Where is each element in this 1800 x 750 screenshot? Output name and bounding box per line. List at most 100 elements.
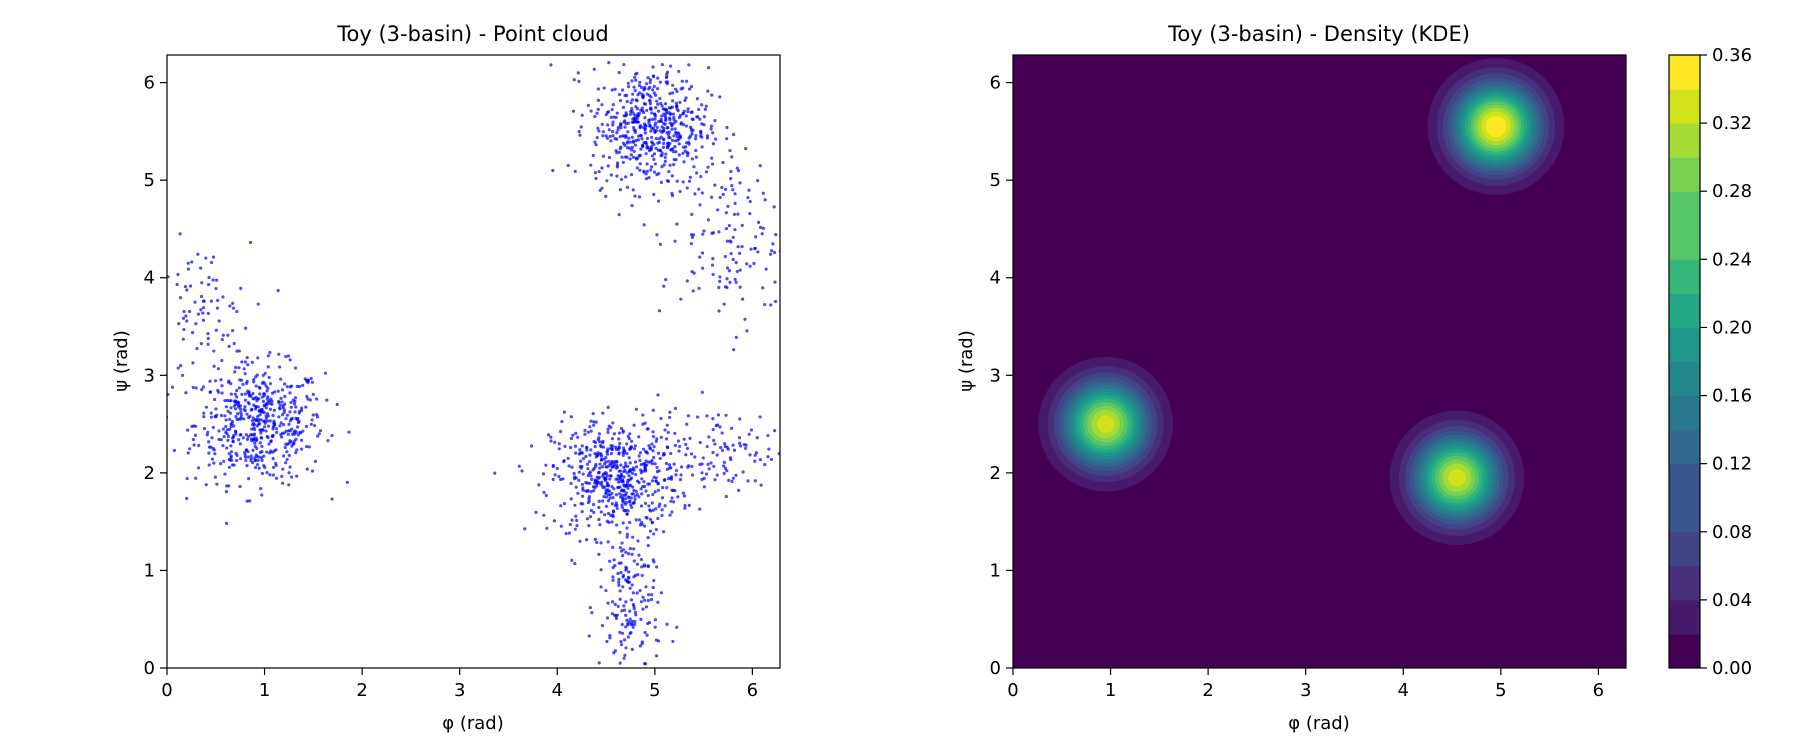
scatter-point <box>181 337 185 341</box>
scatter-point <box>325 398 329 402</box>
scatter-point <box>586 500 590 505</box>
scatter-point <box>623 468 627 473</box>
scatter-point <box>276 389 280 393</box>
scatter-point <box>651 585 655 590</box>
scatter-point <box>228 427 232 431</box>
scatter-point <box>686 107 690 111</box>
scatter-point <box>662 284 666 288</box>
scatter-point <box>605 136 610 140</box>
scatter-point <box>242 367 246 371</box>
scatter-point <box>278 365 282 369</box>
scatter-point <box>585 462 590 466</box>
scatter-point <box>603 485 607 489</box>
colorbar-band <box>1669 225 1700 260</box>
scatter-point <box>609 451 614 456</box>
scatter-point <box>663 155 667 160</box>
scatter-point <box>718 275 722 279</box>
scatter-point <box>579 459 583 463</box>
scatter-point <box>665 179 669 183</box>
scatter-point <box>610 129 615 134</box>
density-contour <box>1448 468 1466 487</box>
scatter-point <box>681 151 685 156</box>
scatter-point <box>183 284 187 289</box>
scatter-point <box>204 405 209 409</box>
scatter-point <box>631 485 635 489</box>
scatter-point <box>620 609 624 613</box>
scatter-point <box>306 381 310 385</box>
colorbar-band <box>1669 259 1700 294</box>
scatter-point <box>608 496 612 500</box>
scatter-point <box>590 477 594 481</box>
scatter-point <box>572 477 577 481</box>
scatter-point <box>184 314 188 318</box>
scatter-point <box>643 124 648 128</box>
scatter-point <box>684 442 688 447</box>
scatter-point <box>224 418 228 422</box>
scatter-point <box>614 466 618 470</box>
scatter-point <box>611 421 615 425</box>
scatter-point <box>764 267 768 271</box>
scatter-point <box>655 465 659 470</box>
scatter-point <box>704 472 709 476</box>
scatter-point <box>738 444 743 448</box>
density-x-label: φ (rad) <box>1288 713 1350 734</box>
scatter-point <box>206 311 210 315</box>
scatter-y-tick-label: 1 <box>144 560 155 581</box>
scatter-point <box>620 541 624 545</box>
scatter-point <box>235 349 239 353</box>
scatter-point <box>593 481 597 485</box>
scatter-point <box>675 135 679 139</box>
scatter-point <box>648 508 652 512</box>
scatter-point <box>287 483 291 487</box>
scatter-point <box>624 497 628 501</box>
scatter-point <box>621 499 625 503</box>
scatter-point <box>681 112 685 116</box>
scatter-x-label: φ (rad) <box>442 713 504 734</box>
scatter-point <box>781 117 784 120</box>
scatter-point <box>557 474 561 479</box>
scatter-point <box>756 220 761 224</box>
scatter-point <box>634 518 638 522</box>
scatter-point <box>244 458 248 463</box>
scatter-point <box>229 444 233 448</box>
scatter-point <box>606 511 611 516</box>
scatter-point <box>621 446 626 450</box>
scatter-point <box>631 625 635 629</box>
scatter-point <box>627 474 631 478</box>
scatter-point <box>624 508 628 513</box>
scatter-point <box>679 122 683 126</box>
scatter-point <box>597 517 601 522</box>
scatter-point <box>551 168 555 173</box>
scatter-frame <box>166 54 781 669</box>
scatter-point <box>766 455 770 459</box>
scatter-point <box>641 413 645 417</box>
scatter-point <box>627 570 631 574</box>
scatter-point <box>818 429 821 432</box>
scatter-point <box>597 505 601 510</box>
scatter-point <box>647 93 652 97</box>
scatter-point <box>658 80 662 84</box>
scatter-point <box>220 358 224 363</box>
scatter-point <box>607 520 611 525</box>
scatter-point <box>651 508 655 512</box>
scatter-point <box>723 441 727 446</box>
scatter-point <box>649 129 653 133</box>
scatter-point <box>670 496 674 500</box>
scatter-point <box>656 488 661 492</box>
scatter-point <box>274 476 279 480</box>
scatter-point <box>654 507 658 511</box>
scatter-point <box>209 260 214 265</box>
scatter-point <box>599 585 603 589</box>
scatter-point <box>755 436 759 440</box>
scatter-point <box>625 670 628 673</box>
scatter-point <box>620 155 624 159</box>
scatter-point <box>652 475 656 479</box>
scatter-point <box>651 492 655 497</box>
scatter-point <box>176 272 180 277</box>
scatter-point <box>278 403 282 407</box>
scatter-point <box>330 433 334 438</box>
scatter-point <box>721 160 725 165</box>
scatter-point <box>700 390 704 394</box>
scatter-point <box>618 589 622 593</box>
scatter-point <box>710 263 715 267</box>
